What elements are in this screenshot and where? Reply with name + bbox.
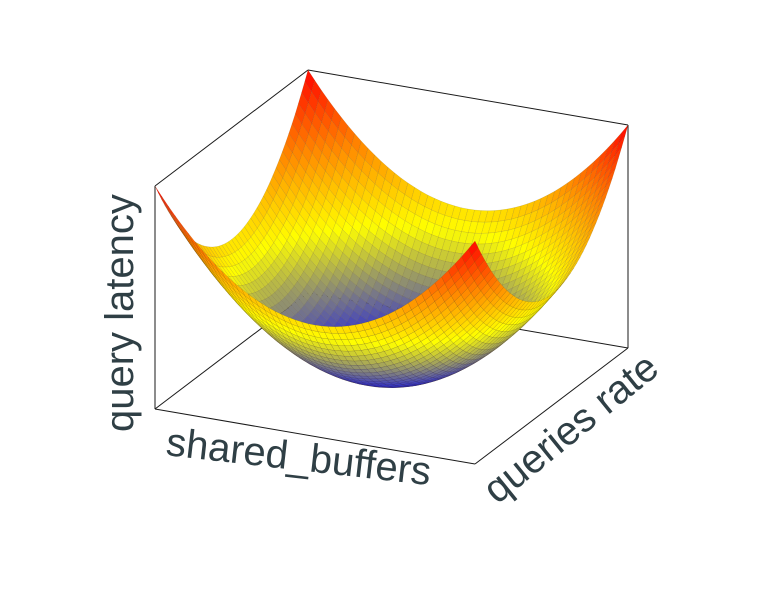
surface-cell <box>468 240 479 256</box>
surface-cell <box>605 168 616 187</box>
y-axis-label: queries rate <box>475 345 667 512</box>
surface-cell <box>563 267 574 282</box>
surface-cell <box>611 147 622 167</box>
surface-cell <box>589 214 600 231</box>
surface-cell <box>566 262 578 277</box>
surface-cell <box>168 205 179 223</box>
box-edge <box>474 347 629 465</box>
surface-mesh <box>154 69 629 388</box>
surface-cell <box>154 185 166 203</box>
box-edge <box>154 408 476 465</box>
surface-cell <box>614 136 625 156</box>
box-edge <box>307 69 629 126</box>
plot-box-front-edges <box>154 347 629 465</box>
surface-cell <box>586 222 597 239</box>
z-axis-label: query latency <box>98 194 142 432</box>
surface-cell <box>161 196 172 213</box>
surface-cell <box>579 237 590 253</box>
surface-cell <box>570 256 581 271</box>
x-axis-label: shared_buffers <box>164 420 433 494</box>
surface-cell <box>178 222 189 238</box>
box-edge <box>154 69 309 187</box>
surface-cell <box>592 206 603 223</box>
